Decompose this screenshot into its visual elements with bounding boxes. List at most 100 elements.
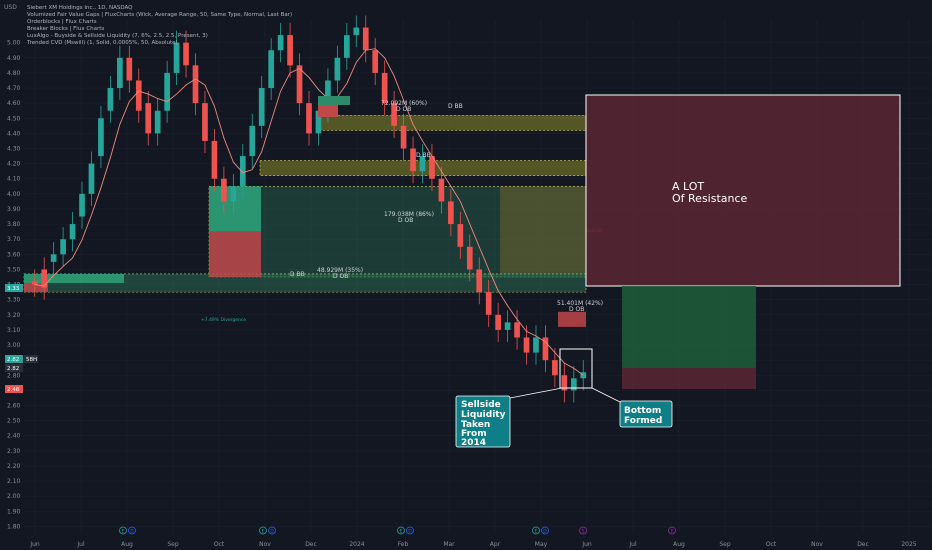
candle-body xyxy=(154,110,161,134)
y-tick-label: 4.60 xyxy=(7,100,21,107)
ob-right-label: 51.401M (42%) xyxy=(557,300,603,307)
indicator-legend[interactable]: Siebert XM Holdings Inc., 1D, NASDAQ Vol… xyxy=(26,5,292,46)
y-tick-label: 3.30 xyxy=(7,297,21,304)
candle-body xyxy=(249,125,256,157)
bottom-callout[interactable] xyxy=(619,400,673,428)
symbol-title[interactable]: Siebert XM Holdings Inc., 1D, NASDAQ xyxy=(27,5,133,11)
currency-label: USD xyxy=(4,4,17,11)
candle-body xyxy=(542,337,549,361)
price-badge-green-text: 3.33 xyxy=(7,286,20,292)
candle-body xyxy=(79,193,85,217)
price-badge-current-a-text: 2.82 xyxy=(7,357,19,363)
event-marker-label: D xyxy=(130,529,134,535)
candle-body xyxy=(164,72,170,111)
resistance-line-2: Of Resistance xyxy=(672,192,748,205)
candle-body xyxy=(570,378,577,391)
y-tick-label: 1.90 xyxy=(7,508,21,515)
y-tick-label: 3.70 xyxy=(7,236,21,243)
price-badge-current-a xyxy=(5,355,23,363)
event-marker-icon[interactable] xyxy=(128,526,136,535)
x-tick-label: Nov xyxy=(811,541,823,548)
x-tick-label: Jun xyxy=(29,541,40,548)
sellside-callout[interactable] xyxy=(455,395,511,448)
x-tick-label: Aug xyxy=(673,541,685,548)
event-marker-icon[interactable] xyxy=(259,526,267,535)
event-marker-icon[interactable] xyxy=(406,526,414,535)
candle-body xyxy=(211,140,218,179)
x-tick-label: Oct xyxy=(766,541,777,548)
legend-indicator-5[interactable]: Trended CVD (Mswill) (1, Solid, 0.0005%,… xyxy=(26,40,178,46)
candle-body xyxy=(504,322,511,330)
y-tick-label: 3.60 xyxy=(7,251,21,258)
y-tick-label: 3.00 xyxy=(7,342,21,349)
candle-body xyxy=(50,254,57,262)
y-tick-label: 4.70 xyxy=(7,85,21,92)
y-tick-label: 4.50 xyxy=(7,115,21,122)
price-badge-red xyxy=(5,385,23,393)
x-tick-label: Sep xyxy=(719,541,731,548)
candle-body xyxy=(287,35,293,66)
bb-low-label: D BB xyxy=(290,271,305,278)
ob-big-label: 179.038M (86%) xyxy=(384,211,434,218)
legend-indicator-3[interactable]: Breaker Blocks | Flux Charts xyxy=(27,26,104,32)
x-tick-label: Jul xyxy=(76,541,85,548)
event-marker-label: D xyxy=(543,529,547,535)
candle-body xyxy=(277,35,284,51)
divergence-label: +7.49% Divergence xyxy=(201,317,246,323)
candle-body xyxy=(485,292,492,315)
x-tick-label: Feb xyxy=(398,541,409,548)
resistance-line-1: A LOT xyxy=(672,180,704,193)
ob-top-label: 72.092M (60%) xyxy=(381,100,427,107)
candle-layer xyxy=(31,15,587,403)
event-marker-label: S xyxy=(582,529,585,535)
y-tick-label: 3.80 xyxy=(7,221,21,228)
bb-top-label: D BB xyxy=(448,103,463,110)
x-tick-label: Nov xyxy=(259,541,271,548)
candle-body xyxy=(334,57,341,81)
x-tick-label: Apr xyxy=(490,541,501,548)
event-marker-label: D xyxy=(270,529,274,535)
bottom-highlight-box[interactable] xyxy=(559,348,593,389)
legend-indicator-1[interactable]: Volumized Fair Value Gaps | FluxCharts (… xyxy=(27,12,292,18)
event-marker-icon[interactable] xyxy=(541,526,549,535)
x-tick-label: Jun xyxy=(581,541,592,548)
bottom-line-2: Formed xyxy=(624,416,662,426)
event-marker-icon[interactable] xyxy=(532,526,540,535)
moving-average-line xyxy=(34,48,584,376)
legend-indicator-4[interactable]: LuxAlgo - Buyside & Sellside Liquidity (… xyxy=(27,33,208,39)
event-marker-icon[interactable] xyxy=(668,526,676,535)
y-tick-label: 3.90 xyxy=(7,206,21,213)
y-tick-label: 2.20 xyxy=(7,463,21,470)
legend-indicator-2[interactable]: Orderblocks | Flux Charts xyxy=(27,19,97,25)
resistance-box[interactable] xyxy=(585,94,901,287)
candle-body xyxy=(343,35,350,58)
x-tick-label: Dec xyxy=(857,541,869,548)
candle-body xyxy=(202,103,208,141)
x-axis[interactable]: Jun Jul Aug Sep Oct Nov Dec 2024 Feb Mar Apr May Jun… xyxy=(29,541,916,548)
y-tick-label: 4.10 xyxy=(7,176,21,183)
event-marker-icon[interactable] xyxy=(579,526,587,535)
candle-body xyxy=(561,375,568,391)
candle-body xyxy=(533,337,539,353)
x-tick-label: Aug xyxy=(121,541,133,548)
stop-box[interactable] xyxy=(622,368,756,389)
candle-body xyxy=(117,57,123,89)
candle-body xyxy=(230,186,237,202)
target-box[interactable] xyxy=(622,286,756,368)
event-marker-label: E xyxy=(535,529,538,535)
event-marker-icon[interactable] xyxy=(119,526,127,535)
candle-body xyxy=(419,156,426,172)
event-marker-icon[interactable] xyxy=(268,526,276,535)
candle-body xyxy=(306,103,312,134)
y-tick-label: 4.30 xyxy=(7,146,21,153)
zone-orderblock-big xyxy=(208,185,587,278)
x-tick-label: May xyxy=(535,541,548,548)
y-tick-label: 4.00 xyxy=(7,191,21,198)
event-marker-icon[interactable] xyxy=(397,526,405,535)
sellside-line-1: Sellside xyxy=(461,400,501,410)
ob-right-block xyxy=(558,311,586,327)
y-tick-label: 4.90 xyxy=(7,55,21,62)
